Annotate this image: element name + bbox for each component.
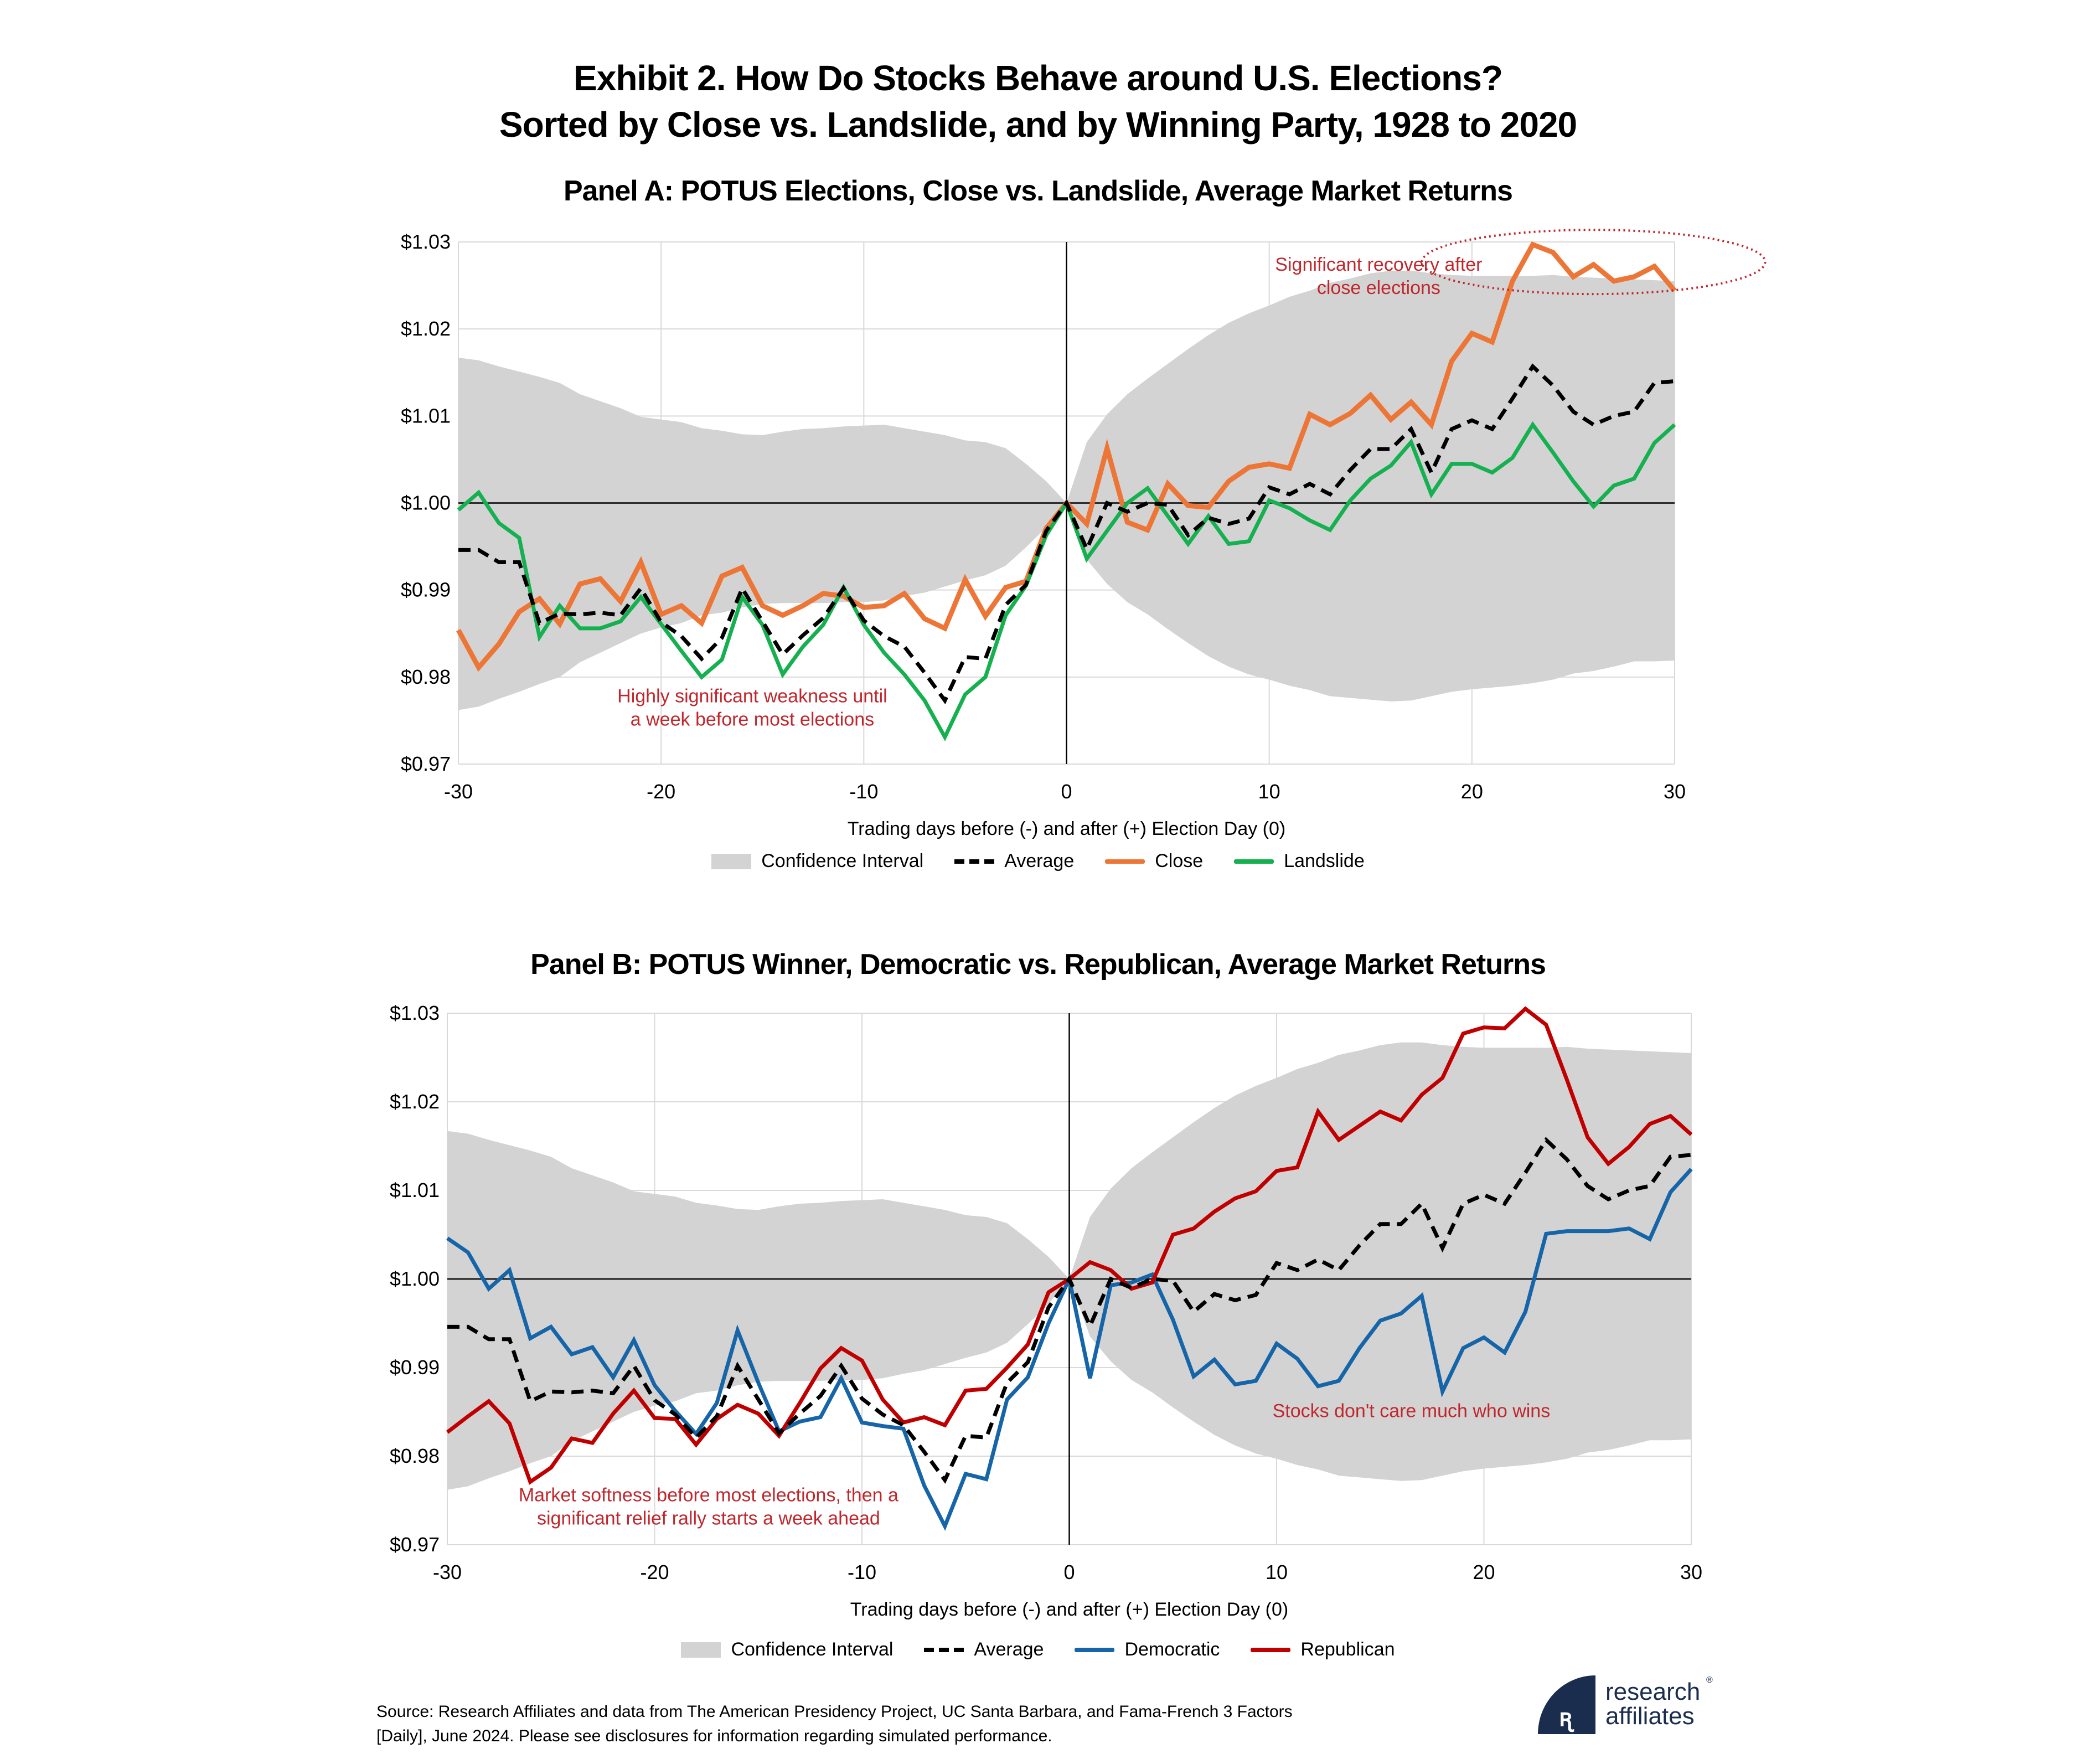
- annotation-text: close elections: [1317, 277, 1440, 298]
- y-tick-label: $0.99: [390, 1356, 440, 1379]
- source-line2: [Daily], June 2024. Please see disclosur…: [376, 1727, 1052, 1745]
- legend-label: Confidence Interval: [731, 1639, 894, 1660]
- logo-line2: affiliates: [1605, 1703, 1695, 1730]
- legend-item-close: Close: [1105, 850, 1203, 872]
- exhibit-title-line2: Sorted by Close vs. Landslide, and by Wi…: [499, 105, 1577, 145]
- research-affiliates-logo-icon: ꭆ: [1538, 1675, 1595, 1734]
- y-tick-label: $1.01: [390, 1179, 440, 1201]
- y-tick-label: $1.00: [401, 492, 451, 514]
- legend-item-confidence-interval: Confidence Interval: [711, 850, 923, 872]
- research-affiliates-logo: ꭆ research affiliates ®: [1533, 1674, 1744, 1735]
- y-tick-label: $1.03: [401, 230, 451, 253]
- y-tick-label: $0.98: [390, 1445, 440, 1467]
- panel-a-chart: $0.97 $0.98 $0.99 $1.00 $1.01 $1.02 $1.03 -30 -2…: [401, 229, 1767, 839]
- y-tick-label: $1.01: [401, 404, 451, 427]
- legend-swatch-band: [681, 1642, 721, 1658]
- legend-label: Average: [974, 1639, 1044, 1660]
- legend-swatch-line: [1251, 1647, 1291, 1652]
- legend-item-republican: Republican: [1251, 1639, 1395, 1660]
- panel-b-chart: $0.97 $0.98 $0.99 $1.00 $1.01 $1.02 $1.03 -30 -2…: [390, 1002, 1702, 1620]
- y-tick-label: $1.03: [390, 1002, 440, 1024]
- logo-ra-glyph-icon: ꭆ: [1559, 1704, 1572, 1732]
- x-axis-label: Trading days before (-) and after (+) El…: [850, 1599, 1288, 1620]
- legend-swatch-dashed-line: [924, 1647, 964, 1652]
- x-tick-label: 10: [1258, 780, 1280, 803]
- logo-line1: research: [1605, 1678, 1701, 1705]
- source-note: Source: Research Affiliates and data fro…: [376, 1700, 1484, 1748]
- x-tick-label: 20: [1461, 780, 1483, 803]
- legend-label: Republican: [1300, 1639, 1395, 1660]
- logo-wordmark: research affiliates: [1605, 1680, 1700, 1729]
- x-tick-label: -10: [848, 1561, 876, 1584]
- y-tick-label: $0.99: [401, 579, 451, 601]
- x-tick-label: -30: [444, 780, 473, 803]
- annotation-text: Significant recovery after: [1275, 254, 1482, 275]
- panel-a-title: Panel A: POTUS Elections, Close vs. Land…: [564, 175, 1513, 207]
- annotation-text: Market softness before most elections, t…: [519, 1485, 898, 1506]
- x-tick-label: 0: [1063, 1561, 1075, 1584]
- legend-item-average: Average: [924, 1639, 1044, 1660]
- x-tick-label: 30: [1664, 780, 1686, 803]
- x-tick-label: -20: [647, 780, 675, 803]
- annotation-text: Stocks don't care much who wins: [1273, 1401, 1551, 1422]
- y-tick-label: $0.98: [401, 666, 451, 688]
- x-tick-label: 30: [1680, 1561, 1702, 1584]
- confidence-interval-band: [458, 270, 1675, 710]
- x-tick-label: 20: [1473, 1561, 1495, 1584]
- panel-b-title: Panel B: POTUS Winner, Democratic vs. Re…: [530, 948, 1546, 981]
- y-tick-label: $1.00: [390, 1267, 440, 1290]
- x-axis-label: Trading days before (-) and after (+) El…: [848, 818, 1285, 839]
- exhibit-title-line1: Exhibit 2. How Do Stocks Behave around U…: [574, 58, 1503, 98]
- x-tick-label: 0: [1061, 780, 1072, 803]
- legend-label: Democratic: [1124, 1639, 1220, 1660]
- legend-item-average: Average: [954, 850, 1074, 872]
- legend-label: Confidence Interval: [761, 850, 924, 871]
- legend-item-confidence-interval: Confidence Interval: [681, 1639, 893, 1660]
- annotation-text: Highly significant weakness until: [617, 685, 887, 706]
- y-tick-label: $0.97: [401, 752, 451, 775]
- highlight-ellipse: [1421, 229, 1767, 296]
- y-tick-label: $1.02: [390, 1090, 440, 1113]
- registered-mark: ®: [1706, 1675, 1713, 1685]
- annotation-text: significant relief rally starts a week a…: [537, 1508, 880, 1529]
- legend-label: Average: [1004, 850, 1075, 871]
- legend-item-democratic: Democratic: [1075, 1639, 1220, 1660]
- y-tick-label: $1.02: [401, 317, 451, 340]
- annotation-text: a week before most elections: [631, 709, 874, 730]
- y-tick-label: $0.97: [390, 1533, 440, 1556]
- x-tick-label: 10: [1266, 1561, 1288, 1584]
- x-tick-label: -10: [849, 780, 878, 803]
- legend-label: Landslide: [1284, 850, 1365, 871]
- panel-b-legend: Confidence Interval Average Democratic R…: [0, 1639, 2076, 1660]
- legend-swatch-dashed-line: [954, 859, 995, 864]
- legend-swatch-line: [1234, 859, 1274, 864]
- x-tick-label: -30: [433, 1561, 462, 1584]
- legend-item-landslide: Landslide: [1234, 850, 1365, 872]
- legend-swatch-line: [1075, 1647, 1115, 1652]
- panel-a-legend: Confidence Interval Average Close Landsl…: [0, 850, 2076, 872]
- legend-label: Close: [1155, 850, 1204, 871]
- legend-swatch-band: [711, 853, 752, 869]
- legend-swatch-line: [1105, 859, 1145, 864]
- x-tick-label: -20: [640, 1561, 669, 1584]
- source-line1: Source: Research Affiliates and data fro…: [376, 1703, 1293, 1721]
